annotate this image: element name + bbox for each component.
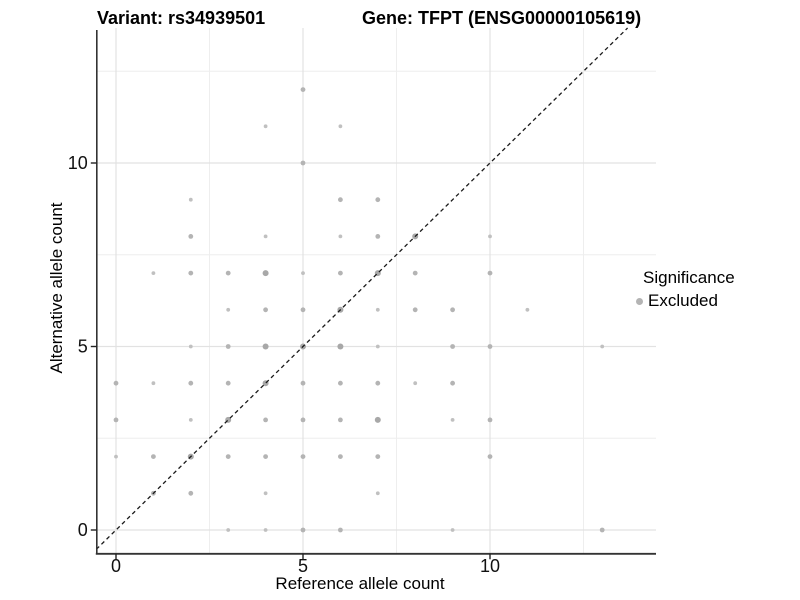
- y-tick-label: 5: [78, 337, 88, 357]
- data-point: [338, 270, 343, 276]
- y-axis-title: Alternative allele count: [47, 202, 66, 374]
- data-point: [300, 454, 306, 459]
- data-point: [300, 527, 306, 533]
- data-point: [338, 417, 343, 423]
- data-point: [450, 418, 455, 422]
- data-point: [151, 454, 156, 459]
- data-point: [300, 307, 306, 313]
- data-point: [300, 160, 306, 166]
- data-point: [225, 454, 231, 459]
- x-axis-title: Reference allele count: [275, 574, 445, 593]
- data-point: [375, 197, 381, 203]
- data-point: [263, 417, 268, 423]
- data-point: [413, 381, 418, 386]
- x-tick-label: 10: [480, 556, 500, 576]
- data-point: [375, 344, 380, 349]
- data-point: [300, 380, 306, 386]
- data-point: [375, 380, 381, 386]
- y-tick-label: 0: [78, 520, 88, 540]
- data-point: [375, 234, 381, 239]
- x-tick-label: 0: [111, 556, 121, 576]
- data-point: [337, 343, 344, 350]
- data-point: [114, 454, 118, 459]
- data-point: [188, 234, 194, 239]
- data-point: [525, 307, 530, 312]
- identity-line: [95, 27, 629, 550]
- data-point: [301, 271, 305, 275]
- variant-title: Variant: rs34939501: [97, 8, 266, 28]
- data-point: [225, 270, 231, 276]
- data-point: [263, 491, 268, 496]
- data-point: [188, 344, 193, 349]
- data-point: [599, 527, 605, 533]
- data-point: [450, 307, 455, 313]
- data-point: [300, 417, 306, 423]
- data-point: [338, 527, 343, 533]
- legend: Significance Excluded: [636, 268, 735, 311]
- data-point: [188, 418, 193, 422]
- gene-title: Gene: TFPT (ENSG00000105619): [362, 8, 642, 28]
- data-point: [263, 454, 268, 459]
- data-point: [263, 307, 268, 313]
- data-point: [263, 124, 268, 129]
- data-point: [412, 270, 418, 276]
- legend-item-excluded: Excluded: [636, 291, 735, 311]
- data-point: [225, 344, 231, 349]
- data-point: [450, 380, 455, 386]
- y-tick-label: 10: [68, 153, 88, 173]
- data-point: [300, 87, 306, 92]
- data-point: [188, 270, 194, 276]
- data-point: [338, 197, 343, 203]
- x-tick-label: 5: [298, 556, 308, 576]
- data-point: [338, 454, 343, 459]
- data-point: [412, 307, 418, 313]
- data-point: [487, 344, 493, 349]
- data-point: [263, 528, 268, 532]
- data-point: [338, 234, 343, 239]
- data-point: [375, 491, 380, 496]
- data-point: [450, 344, 455, 349]
- data-point: [262, 270, 269, 277]
- data-point: [188, 490, 194, 496]
- data-point: [487, 454, 493, 459]
- legend-item-label: Excluded: [648, 291, 718, 310]
- data-point: [151, 381, 156, 386]
- data-point: [188, 380, 194, 386]
- data-point: [488, 234, 492, 239]
- data-point: [375, 307, 380, 312]
- data-point: [338, 124, 343, 129]
- legend-title: Significance: [643, 268, 735, 287]
- data-point: [375, 454, 381, 459]
- data-point: [226, 528, 231, 532]
- data-point: [151, 271, 156, 275]
- data-point: [113, 417, 119, 423]
- data-point: [487, 417, 493, 423]
- data-point: [262, 343, 269, 350]
- data-point: [113, 380, 119, 386]
- data-point: [600, 344, 605, 349]
- data-point: [374, 416, 381, 423]
- data-point: [225, 380, 231, 386]
- data-point: [226, 307, 231, 312]
- data-point: [487, 270, 493, 276]
- data-point: [188, 197, 193, 202]
- data-point: [263, 234, 268, 239]
- data-point: [338, 380, 343, 386]
- excluded-point-icon: [636, 297, 643, 305]
- data-point: [450, 528, 455, 532]
